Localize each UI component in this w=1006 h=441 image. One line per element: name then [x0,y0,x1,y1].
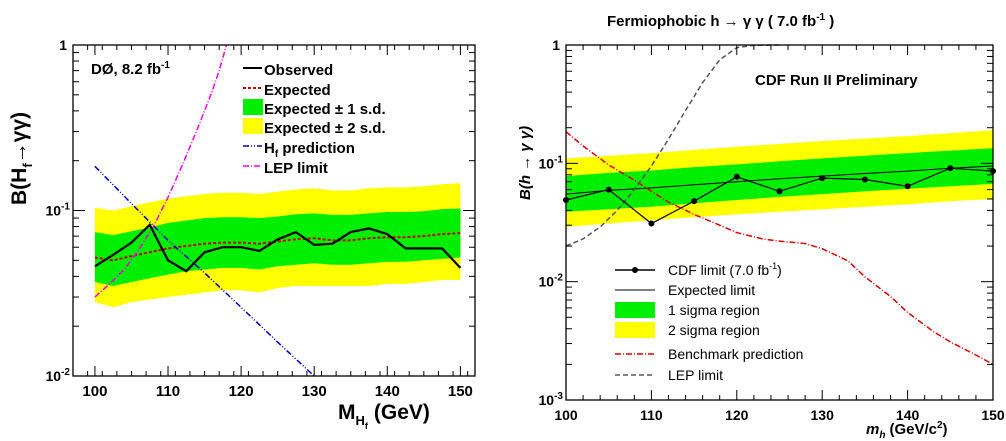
d0-experiment-label: DØ, 8.2 fb-1 [91,60,170,78]
cdf-y-tick-label: 10-2 [539,273,564,290]
cdf-y-tick-label: 10-3 [539,391,564,408]
d0-legend-band1: Expected ± 1 s.d. [264,101,386,118]
d0-legend-lep: LEP limit [264,160,328,177]
d0-y-axis-title: B(Hf→γγ) [8,112,35,205]
cdf-limit-point [861,176,868,183]
d0-legend-band2-swatch [243,118,263,134]
cdf-legend-cdf: CDF limit (7.0 fb-1) [668,261,782,278]
d0-chart: 100 110 120 130 140 150 10-2 10-1 1 DØ, 8.2 fb-… [8,37,476,431]
cdf-y-tick-label: 10-1 [539,154,564,171]
d0-x-tick-label: 140 [375,383,400,400]
cdf-legend-band2: 2 sigma region [668,322,760,338]
d0-observed-line [94,222,462,273]
d0-legend-prediction: Hf prediction [264,140,355,160]
cdf-y-ticks: 10-3 10-2 10-1 1 [539,37,993,408]
cdf-legend-band1: 1 sigma region [668,302,760,318]
cdf-legend-benchmark: Benchmark prediction [668,346,803,362]
cdf-legend-lep: LEP limit [668,367,723,383]
d0-x-tick-label: 110 [156,383,180,400]
d0-x-tick-label: 120 [229,383,254,400]
cdf-x-tick-label: 120 [725,407,749,423]
cdf-band-1sigma [566,148,993,212]
cdf-experiment-label: CDF Run II Preliminary [755,72,918,89]
d0-legend-band2: Expected ± 2 s.d. [264,120,386,137]
cdf-y-axis-title: B(h → γ γ) [517,126,534,200]
d0-x-tick-label: 130 [302,383,327,400]
d0-x-tick-label: 100 [82,383,107,400]
cdf-limit-point [776,188,783,195]
cdf-plot-frame [565,44,994,401]
cdf-x-tick-label: 110 [640,407,663,423]
cdf-limit-point [904,183,911,190]
cdf-y-tick-label: 1 [552,37,560,53]
d0-y-tick-label: 10-1 [46,202,71,219]
cdf-limit-point [947,165,954,172]
d0-lines [94,44,462,377]
cdf-band1-area [566,148,993,212]
d0-y-tick-label: 10-2 [46,367,71,384]
d0-legend-observed: Observed [264,62,333,79]
d0-legend: Observed Expected Expected ± 1 s.d. Expe… [243,62,386,177]
d0-lep-line [94,44,228,298]
cdf-legend-band1-swatch [615,302,655,318]
cdf-limit-point [605,186,612,193]
cdf-chart: Fermiophobic h → γ γ ( 7.0 fb-1 ) 100 110… [517,12,1005,441]
d0-y-ticks: 10-2 10-1 1 [46,37,475,384]
d0-x-axis-title: MHf(GeV) [338,401,430,431]
cdf-limit-point [691,198,698,205]
cdf-legend-band2-swatch [615,322,655,338]
cdf-benchmark-line [565,131,994,366]
cdf-x-tick-label: 130 [811,407,835,423]
d0-legend-band1-swatch [243,99,263,115]
cdf-lep-line [565,44,780,247]
cdf-x-tick-label: 100 [554,407,578,423]
cdf-legend-expected: Expected limit [668,282,755,298]
cdf-expected-line [565,165,994,195]
cdf-title: Fermiophobic h → γ γ ( 7.0 fb-1 ) [607,12,834,30]
cdf-limit-point [819,175,826,182]
cdf-x-tick-label: 150 [981,407,1005,423]
cdf-limit-point [648,220,655,227]
d0-x-ticks: 100 110 120 130 140 150 [72,45,473,400]
cdf-lines [563,44,996,366]
d0-x-tick-label: 150 [448,383,473,400]
d0-expected-line [94,232,461,262]
d0-legend-expected: Expected [264,82,331,99]
d0-prediction-line [94,165,315,377]
cdf-legend-cdf-marker [632,267,638,273]
cdf-legend: CDF limit (7.0 fb-1) Expected limit 1 si… [615,261,803,383]
d0-y-tick-label: 1 [59,37,67,53]
cdf-x-axis-title: mh (GeV/c2) [866,420,948,441]
cdf-x-ticks: 100 110 120 130 140 150 [554,45,1005,423]
cdf-x-tick-label: 140 [896,407,920,423]
cdf-limit-point [733,173,740,180]
